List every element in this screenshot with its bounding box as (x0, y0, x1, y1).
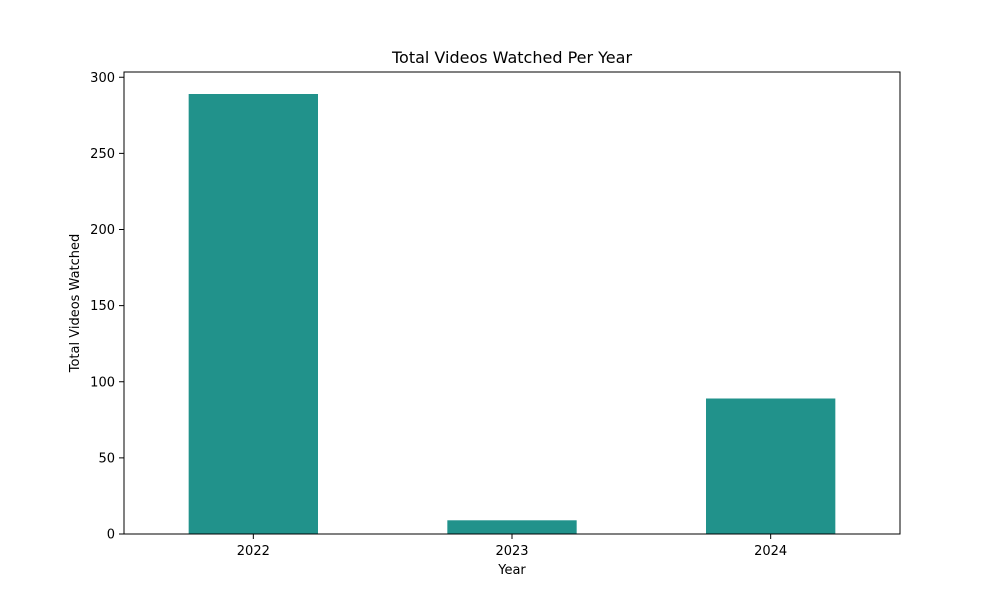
y-tick-label: 100 (90, 375, 115, 390)
bar-2022 (188, 94, 318, 534)
chart-title: Total Videos Watched Per Year (391, 48, 632, 67)
bar-2024 (706, 398, 836, 534)
y-tick-label: 150 (90, 299, 115, 314)
y-axis-title: Total Videos Watched (68, 234, 83, 374)
y-tick-label: 250 (90, 147, 115, 162)
y-tick-label: 50 (98, 451, 115, 466)
y-tick-label: 200 (90, 223, 115, 238)
x-tick-label: 2023 (495, 544, 528, 559)
bars-group (188, 94, 836, 534)
x-axis-title: Year (497, 563, 526, 578)
x-tick-label: 2022 (237, 544, 270, 559)
y-axis-ticks: 0 50 100 150 200 250 300 (90, 71, 124, 543)
x-tick-label: 2024 (754, 544, 787, 559)
y-tick-label: 0 (107, 528, 115, 543)
x-axis-ticks: 2022 2023 2024 (237, 534, 787, 559)
bar-2023 (447, 520, 577, 534)
y-tick-label: 300 (90, 71, 115, 86)
